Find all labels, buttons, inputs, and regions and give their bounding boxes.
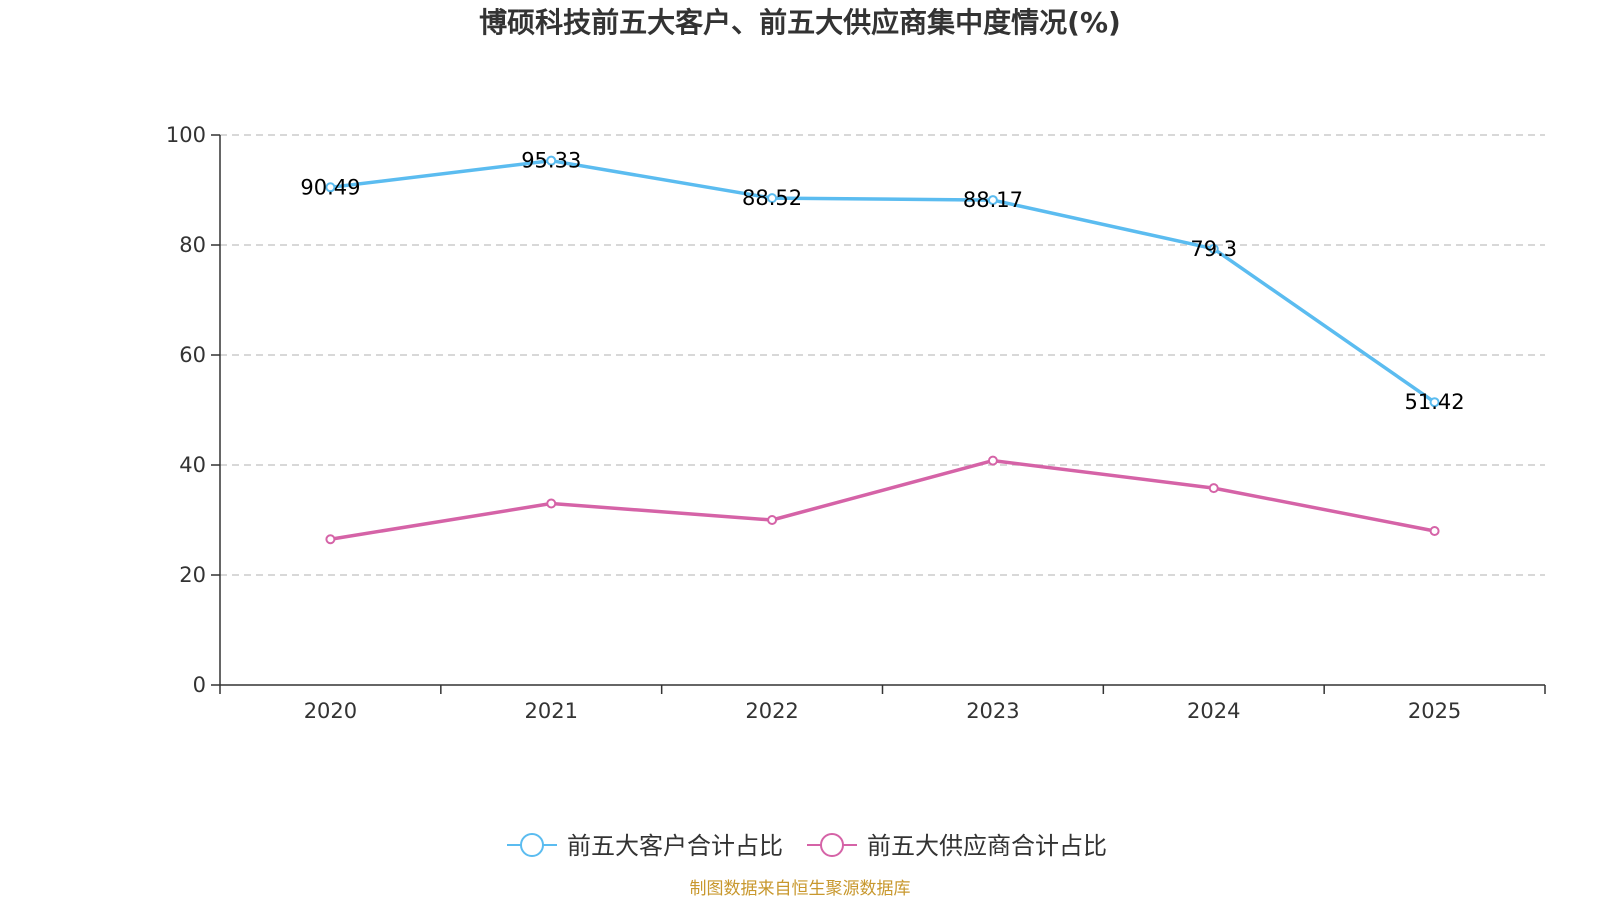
legend-marker — [820, 833, 844, 857]
data-point — [767, 193, 778, 204]
legend-marker — [520, 833, 544, 857]
legend-item: 前五大供应商合计占比 — [807, 832, 1107, 860]
x-tick-label: 2024 — [1187, 699, 1240, 723]
y-tick-label: 20 — [179, 563, 206, 587]
x-tick-label: 2023 — [966, 699, 1019, 723]
data-point — [1208, 243, 1219, 254]
legend: 前五大客户合计占比 前五大供应商合计占比 — [507, 832, 1107, 860]
series-1 — [325, 155, 1440, 408]
x-tick-label: 2022 — [745, 699, 798, 723]
data-point — [987, 455, 998, 466]
data-point — [546, 498, 557, 509]
data-point — [1208, 483, 1219, 494]
y-tick-label: 100 — [166, 123, 206, 147]
data-label: 90.49 — [300, 175, 360, 199]
chart-title: 博硕科技前五大客户、前五大供应商集中度情况(%) — [479, 6, 1121, 39]
x-tick-label: 2021 — [525, 699, 578, 723]
y-tick-label: 0 — [193, 673, 206, 697]
series-line — [330, 158, 1436, 404]
x-tick-label: 2020 — [304, 699, 357, 723]
data-point — [546, 155, 557, 166]
axes: 0 20 40 60 80 100 2020 2021 2022 2023 2024 2025 — [166, 123, 1546, 723]
legend-label: 前五大供应商合计占比 — [867, 832, 1107, 860]
data-label: 95.33 — [521, 149, 581, 173]
y-tick-label: 60 — [179, 343, 206, 367]
source-note: 制图数据来自恒生聚源数据库 — [690, 879, 911, 899]
y-tick-label: 80 — [179, 233, 206, 257]
data-label: 88.52 — [742, 186, 802, 210]
data-label: 79.3 — [1190, 237, 1237, 261]
y-tick-label: 40 — [179, 453, 206, 477]
data-point — [1429, 397, 1440, 408]
data-label: 51.42 — [1405, 390, 1465, 414]
data-point — [987, 195, 998, 206]
data-point — [1429, 526, 1440, 536]
data-point — [325, 534, 336, 545]
legend-item: 前五大客户合计占比 — [507, 832, 783, 860]
legend-label: 前五大客户合计占比 — [567, 832, 783, 860]
series-line — [330, 458, 1435, 541]
data-point — [767, 515, 778, 525]
grid — [220, 134, 1545, 576]
series-2 — [325, 455, 1440, 545]
series-area — [325, 155, 1440, 545]
x-tick-label: 2025 — [1408, 699, 1461, 723]
data-labels: 90.49 95.33 88.52 88.17 79.3 51.42 — [300, 149, 1464, 415]
data-point — [325, 182, 336, 193]
data-label: 88.17 — [963, 188, 1023, 212]
